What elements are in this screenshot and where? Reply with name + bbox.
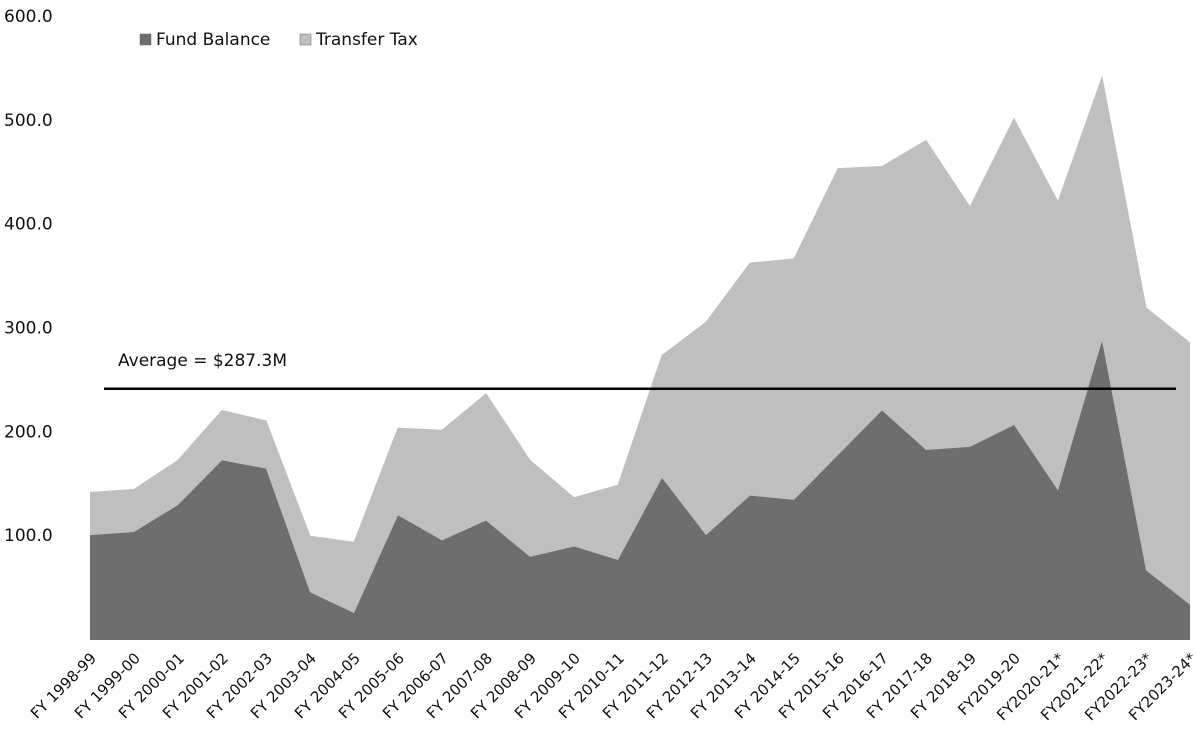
y-tick-label: 100.0 — [4, 526, 53, 546]
legend-swatch — [139, 33, 152, 46]
area-edge — [89, 75, 1191, 543]
y-tick-label: 600.0 — [4, 7, 53, 27]
legend-label: Fund Balance — [156, 30, 270, 50]
y-tick-label: 400.0 — [4, 215, 53, 235]
y-tick-label: 300.0 — [4, 319, 53, 339]
y-tick-label: 500.0 — [4, 111, 53, 131]
y-tick-label: 200.0 — [4, 422, 53, 442]
area — [90, 77, 1190, 614]
legend-swatch — [299, 33, 312, 46]
legend-label: Transfer Tax — [315, 30, 418, 50]
annotation: Average = $287.3M — [118, 351, 287, 371]
area — [90, 340, 1190, 640]
